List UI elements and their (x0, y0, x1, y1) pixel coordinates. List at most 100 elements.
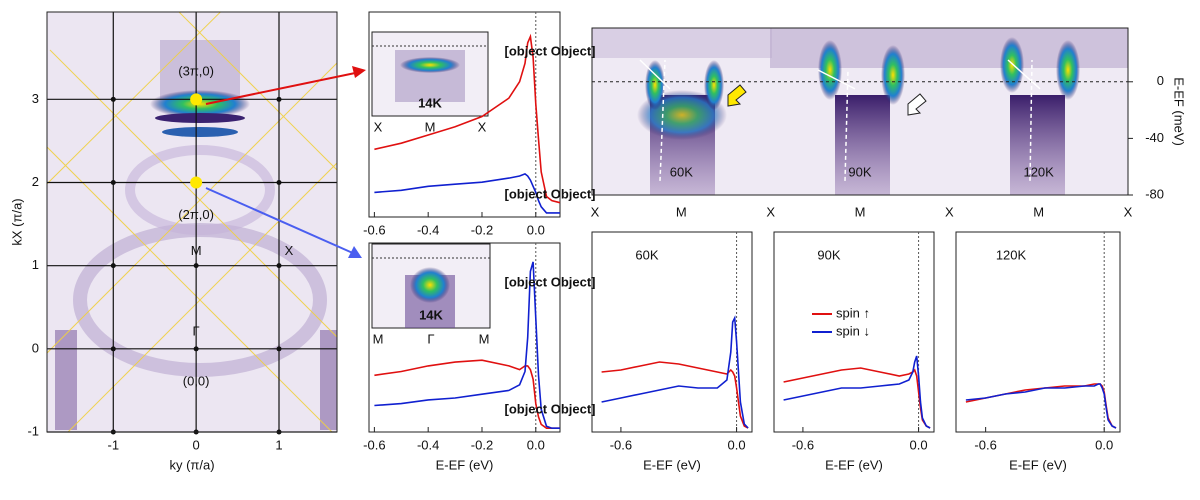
x-tick-label: X (945, 204, 954, 219)
series-line (965, 383, 1117, 429)
arrow-head (352, 66, 366, 78)
legend-label: spin ↑ (836, 305, 870, 320)
x-axis-label: E-EF (eV) (1009, 457, 1067, 472)
inset-axis-label: M (373, 331, 384, 346)
x-tick-label: 0.0 (527, 222, 545, 237)
frame (955, 231, 1121, 433)
x-tick-label: -0.2 (471, 437, 493, 452)
panel-title: 120K (996, 247, 1027, 262)
map-image (47, 12, 337, 432)
x-tick-label: -0.6 (610, 437, 632, 452)
x-tick-label: 0.0 (728, 437, 746, 452)
lattice-point (193, 263, 199, 269)
frame (368, 242, 561, 433)
dispersion (639, 59, 671, 90)
inset (371, 31, 491, 329)
annotation: (0,0) (183, 374, 210, 389)
inset-axis-label: Γ (427, 331, 434, 346)
x-tick-label: -0.4 (417, 437, 439, 452)
point (190, 93, 203, 106)
x-tick-label: -0.4 (417, 222, 439, 237)
lattice-point (110, 96, 116, 102)
y-tick-label: 1 (32, 257, 39, 272)
arrow-head (348, 246, 362, 258)
temperature-label: 90K (848, 164, 871, 179)
y-tick-label: 3 (32, 91, 39, 106)
arrow (205, 187, 356, 255)
x-tick-label: X (591, 204, 600, 219)
x-tick-label: -0.6 (792, 437, 814, 452)
x-tick-label: -0.6 (974, 437, 996, 452)
x-tick-label: -0.2 (471, 222, 493, 237)
annotation: (3π,0) (178, 63, 214, 78)
frame (368, 11, 561, 218)
x-tick-label: -0.6 (363, 222, 385, 237)
x-tick-label: -0.6 (363, 437, 385, 452)
x-tick-label: 1 (275, 437, 282, 452)
x-tick-label: M (1033, 204, 1044, 219)
series-line (965, 383, 1117, 429)
band-image (592, 28, 1128, 195)
inset-axis-label: M (479, 331, 490, 346)
lattice-point (276, 346, 282, 352)
inset-label: 14K (418, 95, 442, 110)
x-tick-label: X (766, 204, 775, 219)
x-tick-label: M (676, 204, 687, 219)
x-tick-label: M (855, 204, 866, 219)
inset-axis-label: X (478, 119, 487, 134)
frame (591, 231, 753, 433)
series-line (783, 355, 931, 429)
x-tick-label: -1 (108, 437, 120, 452)
frame (591, 27, 1129, 196)
arrow (205, 71, 361, 105)
y-axis-label: E-EF (meV) (1172, 77, 1187, 146)
spin-arrow: [object Object] (504, 43, 595, 58)
frame (773, 231, 935, 433)
lattice-point (276, 179, 282, 185)
lattice-point (193, 346, 199, 352)
annotation: Γ (193, 324, 200, 339)
y-tick-label: -40 (1145, 130, 1164, 145)
panel-title: 60K (635, 247, 658, 262)
dispersion (1029, 59, 1033, 181)
series-line (374, 172, 560, 214)
y-axis-label: kX (π/a) (9, 198, 24, 245)
x-axis-label: E-EF (eV) (643, 457, 701, 472)
y-tick-label: 0 (1157, 73, 1164, 88)
series-line (601, 315, 749, 429)
y-tick-label: -80 (1145, 186, 1164, 201)
series-line (374, 359, 560, 430)
dispersion (844, 69, 849, 181)
inset-axis-label: X (374, 119, 383, 134)
x-tick-label: 0.0 (1095, 437, 1113, 452)
frame (46, 11, 338, 433)
lattice-point (110, 263, 116, 269)
x-tick-label: 0.0 (527, 437, 545, 452)
temperature-label: 120K (1023, 164, 1054, 179)
inset-axis-label: M (425, 119, 436, 134)
annotation: M (191, 243, 202, 258)
annotation: X (285, 243, 294, 258)
x-tick-label: 0 (193, 437, 200, 452)
annotation: (2π,0) (178, 207, 214, 222)
inset-label: 14K (419, 307, 443, 322)
x-axis-label: E-EF (eV) (436, 457, 494, 472)
lattice-point (110, 346, 116, 352)
panel-title: 90K (817, 247, 840, 262)
point (190, 176, 203, 189)
lattice-point (276, 96, 282, 102)
x-axis-label: E-EF (eV) (825, 457, 883, 472)
x-tick-label: 0.0 (910, 437, 928, 452)
x-tick-label: X (1124, 204, 1133, 219)
y-tick-label: -1 (27, 423, 39, 438)
series-line (374, 261, 560, 430)
series-line (374, 33, 561, 204)
lattice-point (276, 263, 282, 269)
temperature-label: 60K (670, 164, 693, 179)
spin-arrow: [object Object] (504, 401, 595, 416)
lattice-point (110, 179, 116, 185)
series-line (601, 361, 749, 429)
